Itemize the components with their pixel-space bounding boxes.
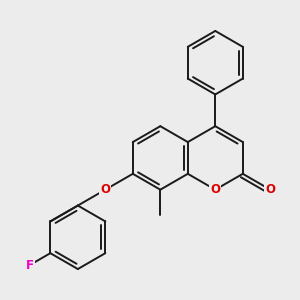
- Text: O: O: [100, 183, 110, 196]
- Text: O: O: [210, 183, 220, 196]
- Text: F: F: [26, 259, 34, 272]
- Text: O: O: [265, 183, 275, 196]
